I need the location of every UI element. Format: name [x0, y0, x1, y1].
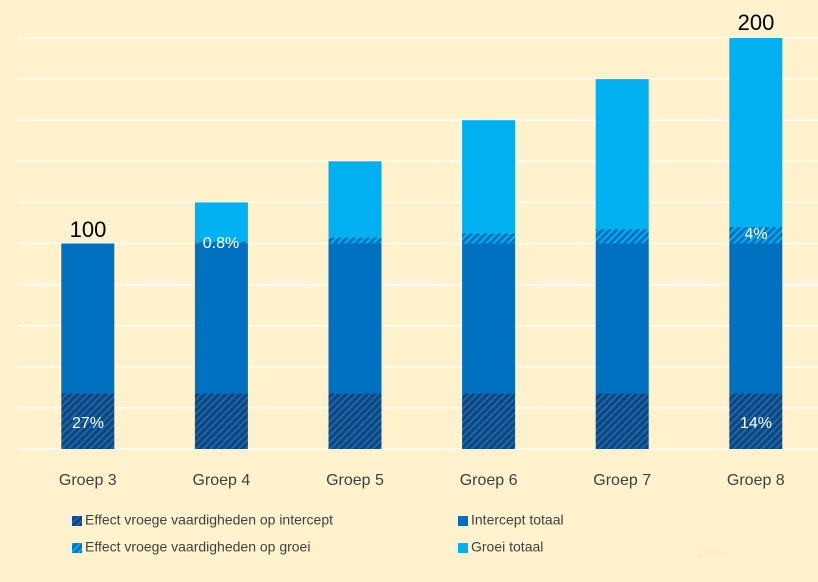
- legend-label: Intercept totaal: [471, 512, 564, 528]
- legend-label: Effect vroege vaardigheden op intercept: [85, 512, 333, 528]
- x-tick-label: Groep 7: [593, 472, 651, 489]
- bar-segment: [462, 233, 516, 244]
- x-tick-label: Groep 3: [59, 472, 117, 489]
- bar-segment: [595, 243, 649, 394]
- bar-segment: [462, 120, 516, 234]
- bar-segment: [595, 79, 649, 230]
- bar-segment: [462, 243, 516, 394]
- legend-marker: [458, 543, 468, 553]
- total-label: 200: [738, 10, 775, 35]
- percent-label: 27%: [72, 415, 104, 432]
- percent-label: 0.8%: [203, 235, 239, 252]
- bar-segment: [328, 161, 382, 238]
- bar-segment: [729, 227, 783, 244]
- legend-marker: [72, 516, 82, 526]
- legend-label: Effect vroege vaardigheden op groei: [85, 539, 310, 555]
- bar-segment: [328, 393, 382, 449]
- bar-segment: [61, 243, 115, 394]
- bar-segment: [194, 241, 248, 244]
- legend-marker: [458, 516, 468, 526]
- bar-segment: [61, 393, 115, 449]
- bar-segment: [328, 237, 382, 244]
- total-label: 100: [70, 217, 107, 242]
- x-tick-label: Groep 4: [192, 472, 250, 489]
- bar-segment: [194, 202, 248, 242]
- bar-segment: [729, 38, 783, 228]
- x-tick-label: Groep 8: [727, 472, 785, 489]
- bar-segment: [328, 243, 382, 394]
- x-tick-label: Groep 6: [460, 472, 518, 489]
- bar-segment: [729, 243, 783, 394]
- legend-label: Groei totaal: [471, 539, 543, 555]
- x-tick-label: Groep 5: [326, 472, 384, 489]
- bar-segment: [462, 393, 516, 449]
- bar-segment: [194, 393, 248, 449]
- bar-segment: [194, 243, 248, 394]
- bar-segment: [595, 393, 649, 449]
- legend-marker: [72, 543, 82, 553]
- percent-label: 14%: [740, 415, 772, 432]
- faint-label: 15%: [697, 544, 723, 559]
- bar-segment: [729, 393, 783, 449]
- percent-label: 4%: [744, 226, 767, 243]
- bar-segment: [595, 229, 649, 244]
